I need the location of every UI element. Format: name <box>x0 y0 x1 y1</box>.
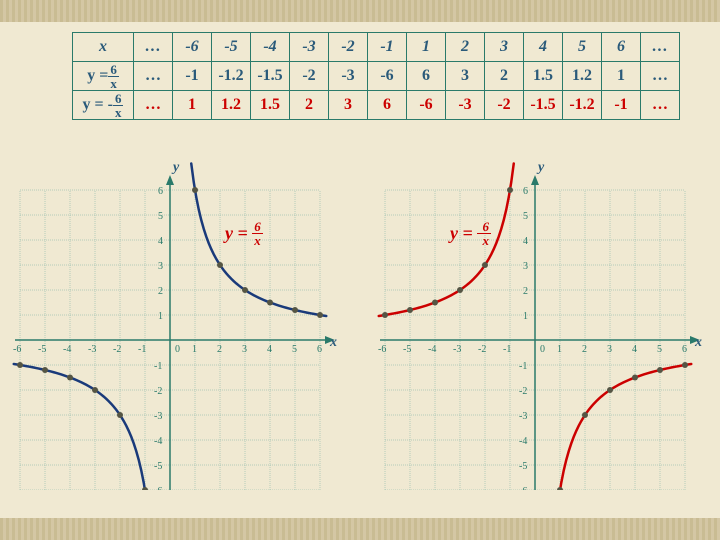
svg-text:-5: -5 <box>154 461 162 472</box>
svg-text:3: 3 <box>523 261 528 272</box>
y-axis-label: y <box>538 160 544 176</box>
svg-text:2: 2 <box>217 344 222 355</box>
svg-text:0: 0 <box>540 344 545 355</box>
svg-text:-5: -5 <box>403 344 411 355</box>
svg-text:-6: -6 <box>378 344 386 355</box>
svg-text:1: 1 <box>158 311 163 322</box>
chart-positive-label: y = 6x <box>225 220 263 247</box>
svg-text:-5: -5 <box>38 344 46 355</box>
row2-label: y =6x <box>73 62 134 91</box>
x-axis-label: x <box>330 335 337 351</box>
svg-text:2: 2 <box>582 344 587 355</box>
x-axis-label: x <box>695 335 702 351</box>
svg-text:3: 3 <box>158 261 163 272</box>
svg-text:-6: -6 <box>519 486 527 490</box>
svg-text:-2: -2 <box>113 344 121 355</box>
row3-label: y = -6x <box>73 91 134 120</box>
y-axis-label: y <box>173 160 179 176</box>
svg-text:6: 6 <box>158 186 163 197</box>
svg-text:-2: -2 <box>154 386 162 397</box>
svg-text:-3: -3 <box>88 344 96 355</box>
svg-text:-3: -3 <box>154 411 162 422</box>
svg-text:-6: -6 <box>154 486 162 490</box>
svg-text:-5: -5 <box>519 461 527 472</box>
chart-positive: -6 -5 -4 -3 -2 -1 0 1 2 3 4 5 6 -6 -5 -4 -3 -2 -1 1 2 3 4 5 6 y … <box>5 160 345 490</box>
svg-text:-1: -1 <box>519 361 527 372</box>
svg-text:1: 1 <box>557 344 562 355</box>
svg-text:5: 5 <box>292 344 297 355</box>
decorative-border-bottom <box>0 518 720 540</box>
svg-text:-4: -4 <box>428 344 436 355</box>
svg-text:5: 5 <box>158 211 163 222</box>
svg-text:2: 2 <box>158 286 163 297</box>
svg-text:-4: -4 <box>519 436 527 447</box>
table-row-header: x … -6 -5 -4 -3 -2 -1 1 2 3 4 5 6 … <box>73 33 680 62</box>
svg-text:2: 2 <box>523 286 528 297</box>
svg-text:-3: -3 <box>519 411 527 422</box>
svg-text:6: 6 <box>317 344 322 355</box>
header-x: x <box>73 33 134 62</box>
svg-text:-2: -2 <box>478 344 486 355</box>
svg-text:3: 3 <box>242 344 247 355</box>
svg-text:4: 4 <box>523 236 528 247</box>
svg-text:-6: -6 <box>13 344 21 355</box>
svg-text:-1: -1 <box>154 361 162 372</box>
function-values-table: x … -6 -5 -4 -3 -2 -1 1 2 3 4 5 6 … y =6… <box>72 32 680 120</box>
svg-text:-4: -4 <box>154 436 162 447</box>
chart-negative-label: y = 6 x <box>450 220 491 247</box>
table-row-negative: y = -6x … 1 1.2 1.5 2 3 6 -6 -3 -2 -1.5 … <box>73 91 680 120</box>
svg-text:6: 6 <box>682 344 687 355</box>
chart-positive-svg: -6 -5 -4 -3 -2 -1 0 1 2 3 4 5 6 -6 -5 -4 -3 -2 -1 1 2 3 4 5 6 <box>5 160 345 490</box>
svg-text:0: 0 <box>175 344 180 355</box>
svg-text:4: 4 <box>267 344 272 355</box>
svg-text:4: 4 <box>158 236 163 247</box>
svg-text:-1: -1 <box>503 344 511 355</box>
svg-text:6: 6 <box>523 186 528 197</box>
svg-text:1: 1 <box>523 311 528 322</box>
svg-text:-3: -3 <box>453 344 461 355</box>
decorative-border-top <box>0 0 720 22</box>
chart-negative: -6 -5 -4 -3 -2 -1 0 1 2 3 4 5 6 -6 -5 -4 -3 -2 -1 1 2 3 4 5 6 y … <box>370 160 710 490</box>
svg-text:-2: -2 <box>519 386 527 397</box>
table-row-positive: y =6x … -1 -1.2 -1.5 -2 -3 -6 6 3 2 1.5 … <box>73 62 680 91</box>
chart-negative-svg: -6 -5 -4 -3 -2 -1 0 1 2 3 4 5 6 -6 -5 -4 -3 -2 -1 1 2 3 4 5 6 <box>370 160 710 490</box>
svg-text:-1: -1 <box>138 344 146 355</box>
svg-text:3: 3 <box>607 344 612 355</box>
svg-text:5: 5 <box>523 211 528 222</box>
svg-text:1: 1 <box>192 344 197 355</box>
svg-text:-4: -4 <box>63 344 71 355</box>
svg-text:5: 5 <box>657 344 662 355</box>
svg-text:4: 4 <box>632 344 637 355</box>
